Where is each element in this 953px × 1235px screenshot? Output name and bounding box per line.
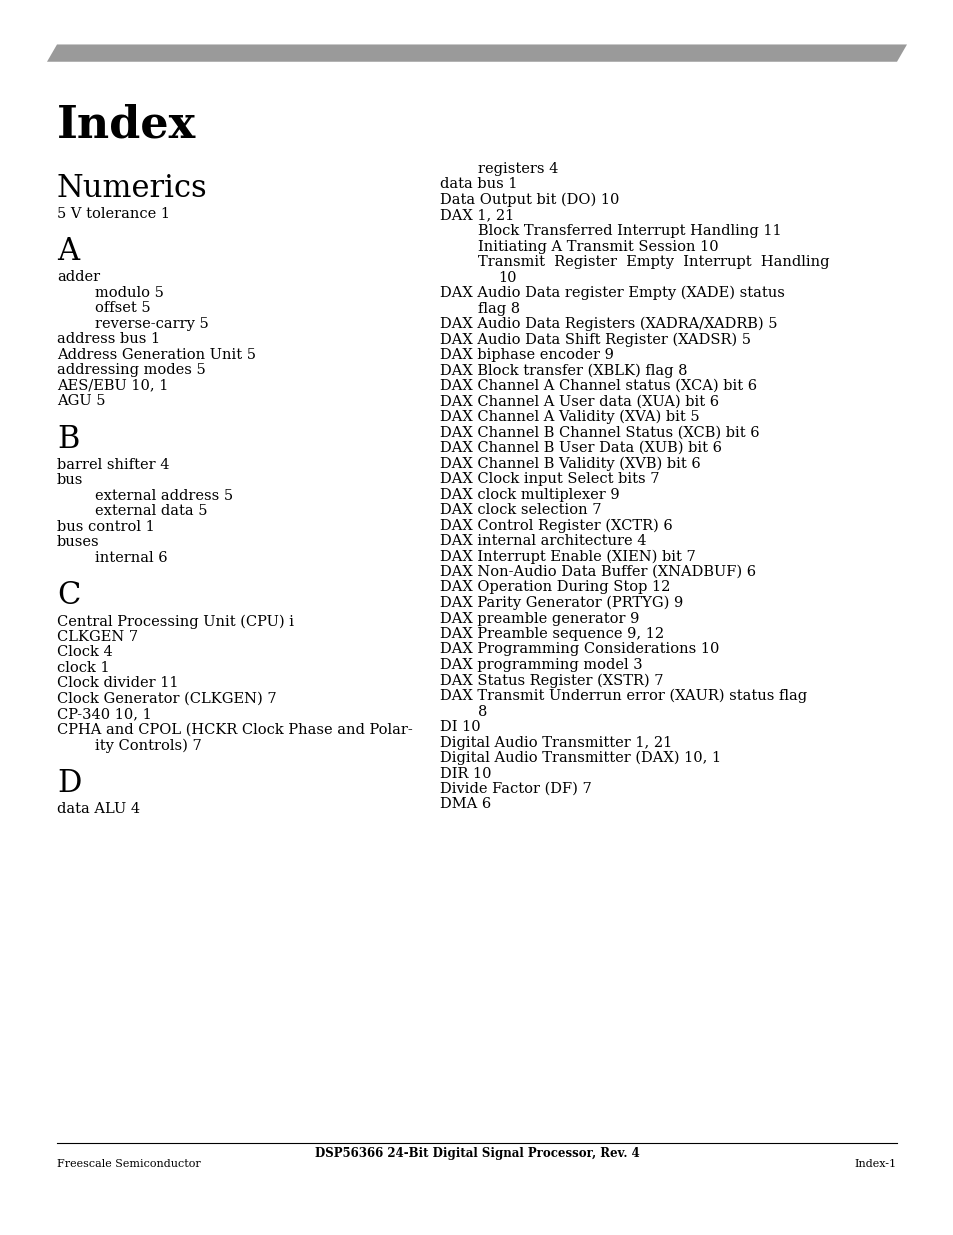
Text: registers 4: registers 4 (477, 162, 558, 177)
Text: 8: 8 (477, 704, 487, 719)
Text: data bus 1: data bus 1 (439, 178, 517, 191)
Text: DAX Block transfer (XBLK) flag 8: DAX Block transfer (XBLK) flag 8 (439, 363, 687, 378)
Text: Clock 4: Clock 4 (57, 645, 112, 659)
Text: Address Generation Unit 5: Address Generation Unit 5 (57, 348, 255, 362)
Text: ity Controls) 7: ity Controls) 7 (95, 739, 201, 752)
Text: external data 5: external data 5 (95, 504, 208, 519)
Text: D: D (57, 768, 81, 799)
Text: 10: 10 (497, 270, 516, 284)
Text: DAX preamble generator 9: DAX preamble generator 9 (439, 611, 639, 625)
Text: DAX Non-Audio Data Buffer (XNADBUF) 6: DAX Non-Audio Data Buffer (XNADBUF) 6 (439, 564, 756, 579)
Text: DAX Channel B Validity (XVB) bit 6: DAX Channel B Validity (XVB) bit 6 (439, 457, 700, 471)
Text: 5 V tolerance 1: 5 V tolerance 1 (57, 206, 170, 221)
Text: barrel shifter 4: barrel shifter 4 (57, 458, 170, 472)
Text: Digital Audio Transmitter (DAX) 10, 1: Digital Audio Transmitter (DAX) 10, 1 (439, 751, 720, 766)
Text: DAX Status Register (XSTR) 7: DAX Status Register (XSTR) 7 (439, 673, 662, 688)
Text: DAX Programming Considerations 10: DAX Programming Considerations 10 (439, 642, 719, 657)
Text: DMA 6: DMA 6 (439, 798, 491, 811)
Text: addressing modes 5: addressing modes 5 (57, 363, 206, 377)
Text: DIR 10: DIR 10 (439, 767, 491, 781)
Text: buses: buses (57, 535, 99, 550)
Text: AES/EBU 10, 1: AES/EBU 10, 1 (57, 379, 168, 393)
Text: Central Processing Unit (CPU) i: Central Processing Unit (CPU) i (57, 614, 294, 629)
Text: DAX biphase encoder 9: DAX biphase encoder 9 (439, 348, 613, 362)
Text: Transmit  Register  Empty  Interrupt  Handling: Transmit Register Empty Interrupt Handli… (477, 254, 828, 269)
Text: DAX programming model 3: DAX programming model 3 (439, 658, 642, 672)
Text: external address 5: external address 5 (95, 489, 233, 503)
Text: bus control 1: bus control 1 (57, 520, 154, 534)
Text: DAX Channel B User Data (XUB) bit 6: DAX Channel B User Data (XUB) bit 6 (439, 441, 721, 454)
Text: A: A (57, 236, 79, 267)
Text: CPHA and CPOL (HCKR Clock Phase and Polar-: CPHA and CPOL (HCKR Clock Phase and Pola… (57, 722, 413, 737)
Text: offset 5: offset 5 (95, 301, 151, 315)
Text: CP-340 10, 1: CP-340 10, 1 (57, 708, 152, 721)
Text: DI 10: DI 10 (439, 720, 480, 734)
Text: Clock Generator (CLKGEN) 7: Clock Generator (CLKGEN) 7 (57, 692, 276, 705)
Text: DAX 1, 21: DAX 1, 21 (439, 209, 514, 222)
Text: DSP56366 24-Bit Digital Signal Processor, Rev. 4: DSP56366 24-Bit Digital Signal Processor… (314, 1147, 639, 1160)
Text: DAX Control Register (XCTR) 6: DAX Control Register (XCTR) 6 (439, 519, 672, 532)
Text: flag 8: flag 8 (477, 301, 519, 315)
Text: Initiating A Transmit Session 10: Initiating A Transmit Session 10 (477, 240, 718, 253)
Text: Index: Index (57, 104, 196, 147)
Text: DAX clock selection 7: DAX clock selection 7 (439, 503, 601, 517)
Text: bus: bus (57, 473, 83, 488)
Text: DAX Parity Generator (PRTYG) 9: DAX Parity Generator (PRTYG) 9 (439, 597, 682, 610)
Text: DAX Audio Data Registers (XADRA/XADRB) 5: DAX Audio Data Registers (XADRA/XADRB) 5 (439, 317, 777, 331)
Text: DAX Audio Data Shift Register (XADSR) 5: DAX Audio Data Shift Register (XADSR) 5 (439, 332, 750, 347)
Text: modulo 5: modulo 5 (95, 285, 164, 300)
Text: Numerics: Numerics (57, 173, 208, 204)
Text: DAX Audio Data register Empty (XADE) status: DAX Audio Data register Empty (XADE) sta… (439, 287, 784, 300)
Text: CLKGEN 7: CLKGEN 7 (57, 630, 138, 643)
Text: DAX Preamble sequence 9, 12: DAX Preamble sequence 9, 12 (439, 627, 663, 641)
Text: C: C (57, 580, 80, 611)
Text: DAX Transmit Underrun error (XAUR) status flag: DAX Transmit Underrun error (XAUR) statu… (439, 689, 806, 704)
Text: DAX internal architecture 4: DAX internal architecture 4 (439, 534, 646, 548)
Text: Data Output bit (DO) 10: Data Output bit (DO) 10 (439, 193, 618, 207)
Text: DAX Channel A User data (XUA) bit 6: DAX Channel A User data (XUA) bit 6 (439, 394, 719, 409)
Text: Freescale Semiconductor: Freescale Semiconductor (57, 1158, 200, 1170)
Text: DAX clock multiplexer 9: DAX clock multiplexer 9 (439, 488, 619, 501)
Text: Digital Audio Transmitter 1, 21: Digital Audio Transmitter 1, 21 (439, 736, 672, 750)
Polygon shape (47, 44, 906, 62)
Text: DAX Operation During Stop 12: DAX Operation During Stop 12 (439, 580, 670, 594)
Text: DAX Channel A Validity (XVA) bit 5: DAX Channel A Validity (XVA) bit 5 (439, 410, 699, 425)
Text: Divide Factor (DF) 7: Divide Factor (DF) 7 (439, 782, 591, 797)
Text: Clock divider 11: Clock divider 11 (57, 677, 178, 690)
Text: Index-1: Index-1 (854, 1158, 896, 1170)
Text: DAX Channel B Channel Status (XCB) bit 6: DAX Channel B Channel Status (XCB) bit 6 (439, 426, 759, 440)
Text: DAX Channel A Channel status (XCA) bit 6: DAX Channel A Channel status (XCA) bit 6 (439, 379, 757, 393)
Text: reverse-carry 5: reverse-carry 5 (95, 316, 209, 331)
Text: address bus 1: address bus 1 (57, 332, 160, 346)
Text: clock 1: clock 1 (57, 661, 110, 674)
Text: adder: adder (57, 270, 100, 284)
Text: data ALU 4: data ALU 4 (57, 802, 140, 816)
Text: internal 6: internal 6 (95, 551, 168, 564)
Text: B: B (57, 424, 79, 454)
Text: AGU 5: AGU 5 (57, 394, 106, 409)
Text: DAX Clock input Select bits 7: DAX Clock input Select bits 7 (439, 472, 659, 487)
Text: Block Transferred Interrupt Handling 11: Block Transferred Interrupt Handling 11 (477, 224, 781, 238)
Text: DAX Interrupt Enable (XIEN) bit 7: DAX Interrupt Enable (XIEN) bit 7 (439, 550, 695, 564)
